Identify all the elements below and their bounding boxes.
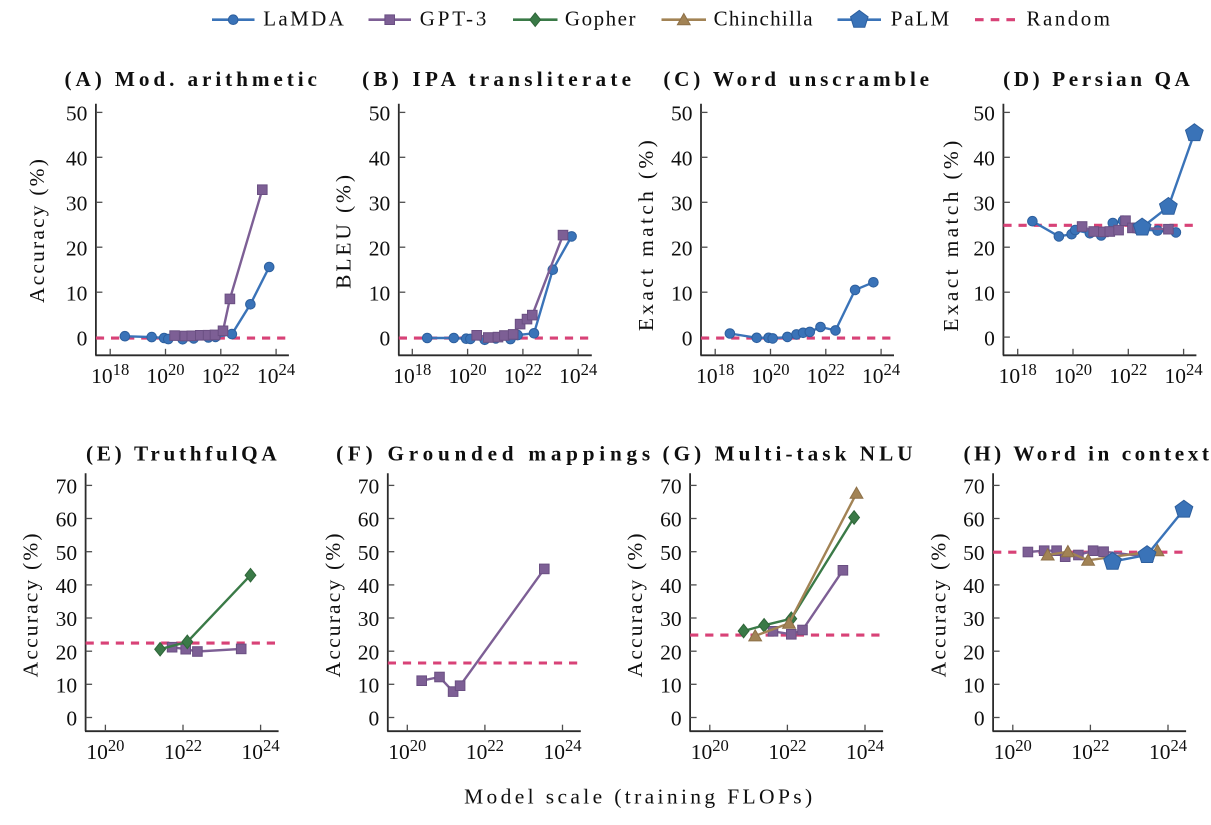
svg-text:1024: 1024 (543, 736, 582, 764)
svg-text:20: 20 (66, 236, 88, 260)
svg-text:1022: 1022 (768, 736, 806, 764)
svg-text:BLEU (%): BLEU (%) (331, 172, 355, 289)
svg-text:1018: 1018 (696, 360, 734, 388)
svg-text:50: 50 (358, 541, 380, 565)
svg-text:1022: 1022 (504, 360, 542, 388)
svg-text:30: 30 (66, 192, 88, 216)
svg-text:40: 40 (660, 574, 682, 598)
svg-text:1024: 1024 (846, 736, 885, 764)
svg-text:GPT-3: GPT-3 (420, 7, 489, 31)
svg-text:1024: 1024 (1165, 360, 1204, 388)
svg-text:70: 70 (358, 475, 380, 499)
svg-text:10: 10 (358, 674, 380, 698)
svg-text:Model scale (training FLOPs): Model scale (training FLOPs) (464, 784, 815, 808)
svg-text:0: 0 (984, 326, 995, 350)
svg-text:30: 30 (963, 607, 985, 631)
svg-text:0: 0 (974, 707, 985, 731)
svg-text:30: 30 (671, 192, 693, 216)
svg-text:10: 10 (963, 674, 985, 698)
svg-text:30: 30 (973, 192, 995, 216)
svg-text:Exact match (%): Exact match (%) (939, 137, 963, 331)
svg-text:PaLM: PaLM (891, 7, 951, 31)
svg-text:0: 0 (671, 707, 682, 731)
svg-text:60: 60 (56, 508, 78, 532)
svg-text:Accuracy (%): Accuracy (%) (25, 157, 49, 303)
svg-text:40: 40 (369, 147, 391, 171)
svg-text:Random: Random (1027, 7, 1113, 31)
svg-text:Accuracy (%): Accuracy (%) (623, 531, 647, 677)
svg-text:20: 20 (369, 236, 391, 260)
svg-text:1022: 1022 (202, 360, 240, 388)
svg-text:20: 20 (671, 236, 693, 260)
svg-text:1020: 1020 (86, 736, 124, 764)
svg-text:(C) Word unscramble: (C) Word unscramble (663, 67, 933, 91)
svg-text:60: 60 (963, 508, 985, 532)
svg-text:60: 60 (660, 508, 682, 532)
svg-text:10: 10 (369, 281, 391, 305)
svg-text:20: 20 (358, 640, 380, 664)
svg-text:(F) Grounded mappings: (F) Grounded mappings (336, 441, 655, 465)
svg-text:(H) Word in context: (H) Word in context (964, 441, 1211, 465)
svg-text:30: 30 (369, 192, 391, 216)
svg-text:Exact match (%): Exact match (%) (634, 137, 658, 331)
svg-text:40: 40 (671, 147, 693, 171)
svg-text:(D) Persian QA: (D) Persian QA (1003, 67, 1193, 91)
svg-text:20: 20 (56, 640, 78, 664)
svg-text:(A) Mod. arithmetic: (A) Mod. arithmetic (65, 67, 321, 91)
svg-text:50: 50 (369, 102, 391, 126)
svg-text:40: 40 (358, 574, 380, 598)
svg-text:10: 10 (56, 674, 78, 698)
svg-text:10: 10 (973, 281, 995, 305)
svg-text:Accuracy (%): Accuracy (%) (321, 531, 345, 677)
svg-text:70: 70 (56, 475, 78, 499)
svg-text:0: 0 (369, 707, 380, 731)
svg-text:(E) TruthfulQA: (E) TruthfulQA (86, 441, 280, 465)
svg-text:0: 0 (682, 326, 693, 350)
svg-text:50: 50 (963, 541, 985, 565)
svg-text:40: 40 (963, 574, 985, 598)
svg-text:20: 20 (973, 236, 995, 260)
svg-text:10: 10 (671, 281, 693, 305)
svg-text:1024: 1024 (257, 360, 296, 388)
svg-text:1024: 1024 (559, 360, 598, 388)
svg-text:1020: 1020 (1054, 360, 1092, 388)
svg-text:1022: 1022 (1109, 360, 1147, 388)
svg-text:1020: 1020 (388, 736, 426, 764)
svg-text:50: 50 (973, 102, 995, 126)
svg-text:0: 0 (380, 326, 391, 350)
svg-text:(G) Multi-task NLU: (G) Multi-task NLU (663, 441, 917, 465)
svg-text:70: 70 (660, 475, 682, 499)
svg-text:10: 10 (660, 674, 682, 698)
svg-text:40: 40 (56, 574, 78, 598)
svg-text:20: 20 (660, 640, 682, 664)
svg-text:50: 50 (66, 102, 88, 126)
svg-text:30: 30 (56, 607, 78, 631)
svg-text:10: 10 (66, 281, 88, 305)
svg-text:40: 40 (973, 147, 995, 171)
svg-text:60: 60 (358, 508, 380, 532)
svg-text:70: 70 (963, 475, 985, 499)
svg-text:Gopher: Gopher (565, 7, 637, 31)
svg-text:0: 0 (66, 707, 77, 731)
svg-text:40: 40 (66, 147, 88, 171)
svg-text:Accuracy (%): Accuracy (%) (927, 531, 951, 677)
svg-text:LaMDA: LaMDA (263, 7, 346, 31)
svg-text:50: 50 (56, 541, 78, 565)
svg-text:50: 50 (660, 541, 682, 565)
svg-text:30: 30 (660, 607, 682, 631)
svg-text:30: 30 (358, 607, 380, 631)
svg-text:Accuracy (%): Accuracy (%) (19, 531, 43, 677)
svg-text:0: 0 (77, 326, 88, 350)
svg-text:Chinchilla: Chinchilla (714, 7, 814, 31)
svg-text:50: 50 (671, 102, 693, 126)
svg-text:(B) IPA transliterate: (B) IPA transliterate (362, 67, 635, 91)
svg-text:20: 20 (963, 640, 985, 664)
